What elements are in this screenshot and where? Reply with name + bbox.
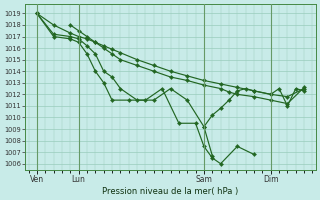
X-axis label: Pression niveau de la mer( hPa ): Pression niveau de la mer( hPa ) [102,187,239,196]
